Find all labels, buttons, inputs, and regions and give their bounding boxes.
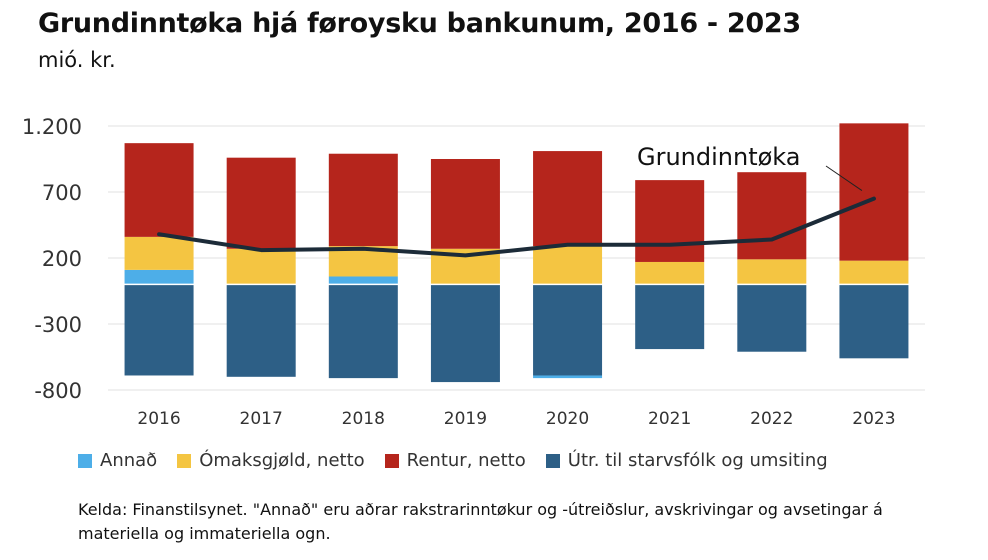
bar-utr xyxy=(737,284,807,352)
legend-item-annad: Annað xyxy=(78,450,157,471)
bar-utr xyxy=(635,284,705,350)
chart-plot: 1.200 700 200 -300 -800 2016 2017 2018 2019 2020 2… xyxy=(22,115,925,429)
x-tick-label: 2016 xyxy=(137,409,180,429)
bar-rentur xyxy=(124,143,194,237)
legend-swatch-omaksgjold xyxy=(177,453,192,468)
bar-utr xyxy=(839,284,909,359)
bar-utr xyxy=(328,284,398,379)
bar-utr xyxy=(226,284,296,377)
legend-swatch-utr xyxy=(545,453,560,468)
bar-omaksgjold xyxy=(124,236,194,270)
legend-swatch-rentur xyxy=(384,453,399,468)
x-tick-label: 2018 xyxy=(342,409,385,429)
bar-utr xyxy=(430,284,500,383)
legend-label-utr: Útr. til starvsfólk og umsiting xyxy=(567,450,828,471)
bar-utr xyxy=(533,284,603,376)
x-tick-label: 2019 xyxy=(444,409,487,429)
legend-label-annad: Annað xyxy=(100,450,158,471)
legend-item-utr: Útr. til starvsfólk og umsiting xyxy=(545,450,828,471)
bar-rentur xyxy=(635,180,705,262)
bar-omaksgjold xyxy=(839,260,909,285)
bar-rentur xyxy=(226,157,296,249)
x-tick-label: 2017 xyxy=(240,409,283,429)
legend-item-rentur: Rentur, netto xyxy=(384,450,526,471)
annotation-grundinntoka: Grundinntøka xyxy=(637,143,801,171)
x-tick-label: 2022 xyxy=(750,409,793,429)
x-tick-label: 2023 xyxy=(852,409,895,429)
bar-annad xyxy=(328,276,398,285)
y-tick-label: -300 xyxy=(34,313,82,337)
bar-annad xyxy=(124,269,194,285)
bar-utr xyxy=(124,284,194,376)
y-tick-label: -800 xyxy=(34,379,82,403)
chart-title: Grundinntøka hjá føroysku bankunum, 2016… xyxy=(38,8,801,39)
x-tick-label: 2020 xyxy=(546,409,589,429)
bar-omaksgjold xyxy=(533,246,603,285)
legend-swatch-annad xyxy=(78,453,92,468)
series-line-grundinntoka xyxy=(157,196,876,258)
legend-label-omaksgjold: Ómaksgjøld, netto xyxy=(199,450,365,471)
bar-rentur xyxy=(533,151,603,247)
bar-omaksgjold xyxy=(635,261,705,285)
bar-omaksgjold xyxy=(226,248,296,285)
bar-annad xyxy=(533,375,603,379)
x-tick-label: 2021 xyxy=(648,409,691,429)
annotation-leader xyxy=(825,165,863,192)
source-note: Kelda: Finanstilsynet. "Annað" eru aðrar… xyxy=(78,500,883,543)
bar-rentur xyxy=(430,159,500,249)
bar-omaksgjold xyxy=(737,259,807,285)
chart-subtitle: mió. kr. xyxy=(38,48,116,72)
bar-rentur xyxy=(328,153,398,247)
bar-rentur xyxy=(737,172,807,260)
bar-rentur xyxy=(839,123,909,261)
legend-label-rentur: Rentur, netto xyxy=(406,450,526,471)
y-tick-label: 200 xyxy=(42,247,82,271)
legend-item-omaksgjold: Ómaksgjøld, netto xyxy=(177,450,365,471)
y-tick-label: 700 xyxy=(42,181,82,205)
chart-legend: Annað Ómaksgjøld, netto Rentur, netto Út… xyxy=(78,450,828,471)
y-tick-label: 1.200 xyxy=(22,115,82,139)
